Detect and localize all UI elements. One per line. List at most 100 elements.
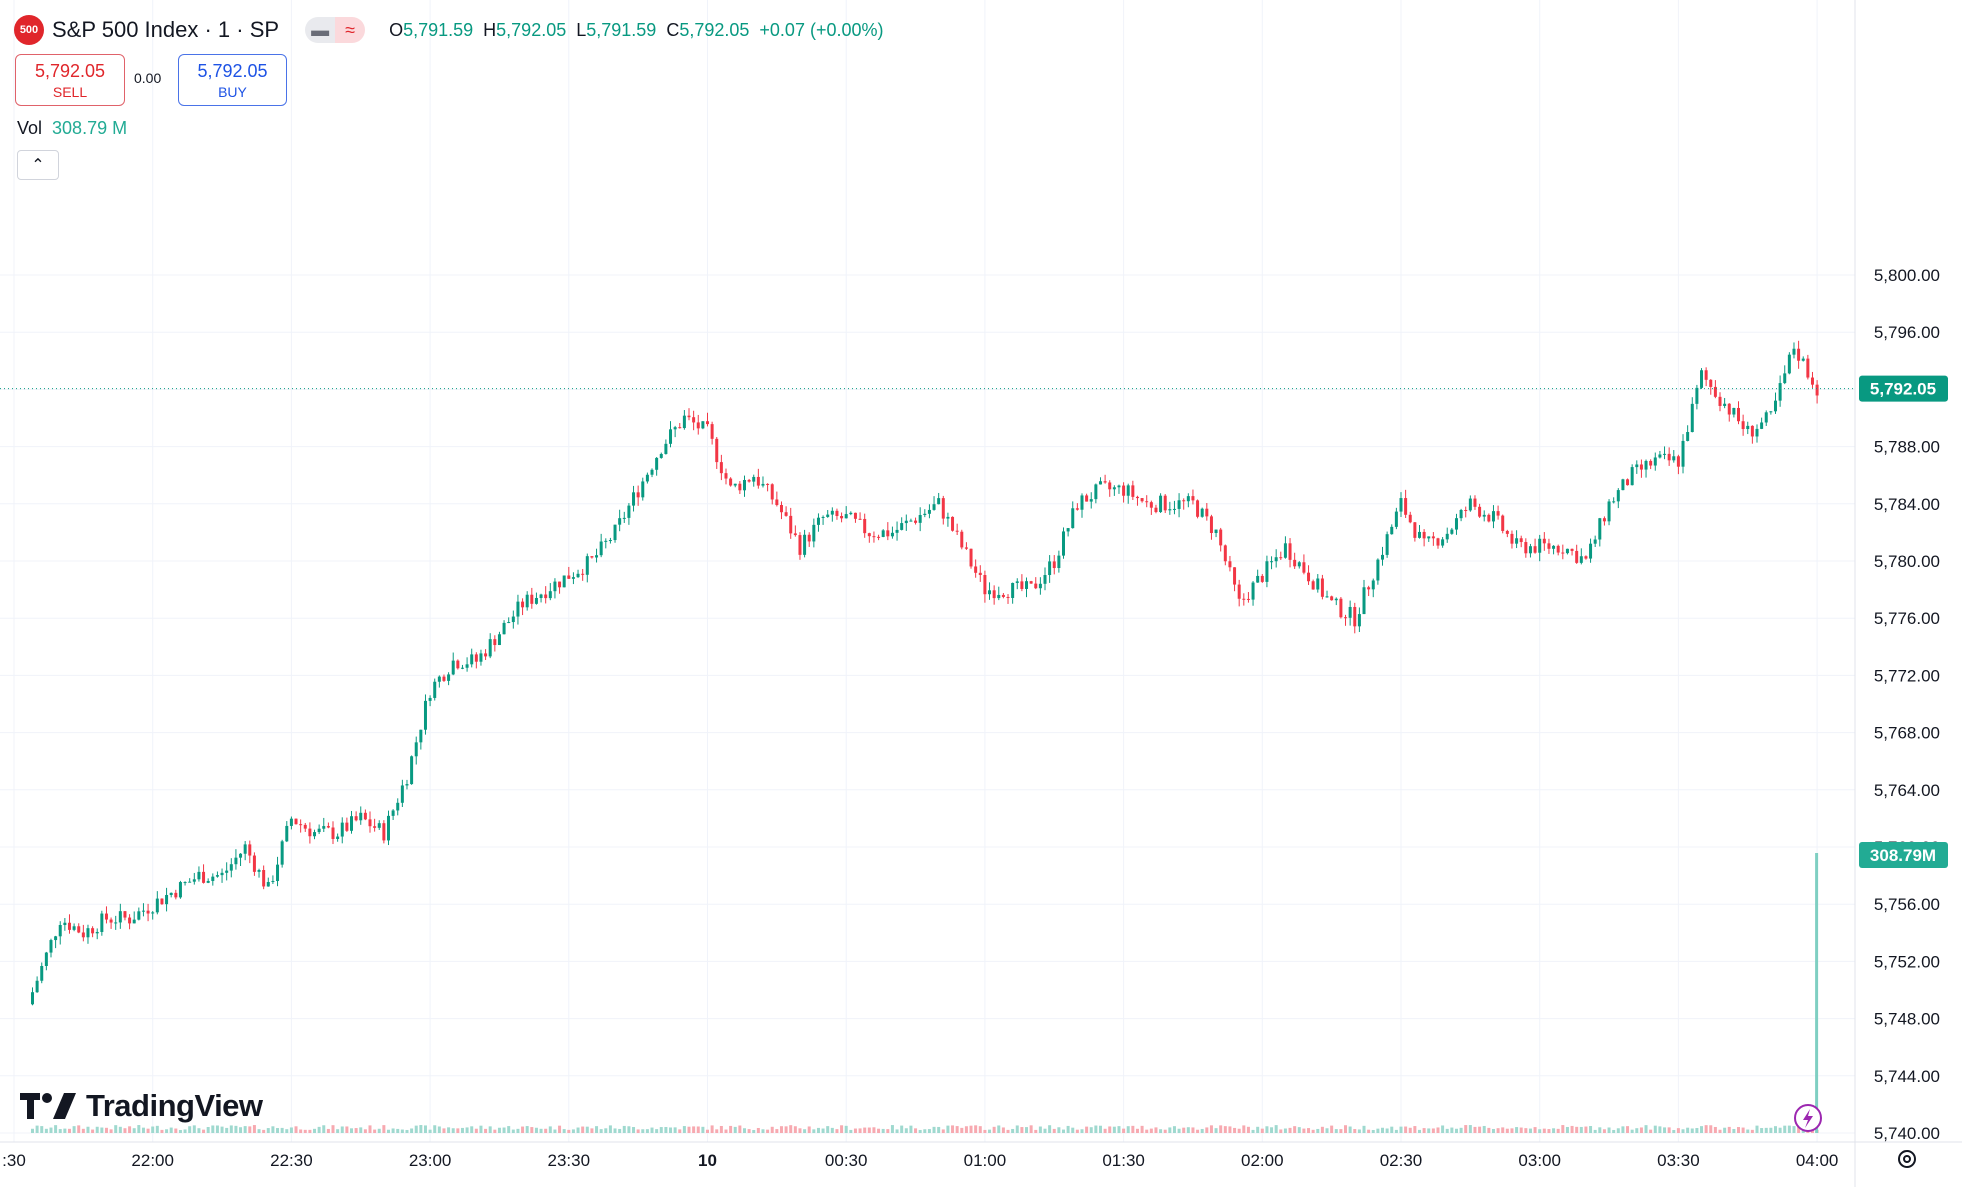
volume-bar [493,1129,497,1133]
candle-body [128,917,132,924]
volume-bar [368,1125,372,1133]
candle-body [650,469,654,475]
candle-body [1344,617,1348,619]
candle-body [1787,354,1791,374]
candle-body [1098,481,1102,485]
candle-body [1011,582,1015,598]
volume-bar [821,1128,825,1133]
candle-body [1427,536,1431,539]
x-tick-label: 01:00 [964,1151,1007,1170]
sell-button[interactable]: 5,792.05 SELL [15,54,125,106]
volume-bar [373,1129,377,1133]
volume-bar [484,1128,488,1133]
candle-body [1182,500,1186,502]
volume-bar [1265,1126,1269,1133]
volume-bar [285,1129,289,1133]
candle-body [678,427,682,429]
volume-bar [530,1127,534,1133]
candle-body [1385,534,1389,555]
candle-body [322,826,326,829]
volume-bar [1723,1127,1727,1133]
candle-body [423,700,427,730]
symbol-title[interactable]: S&P 500 Index · 1 · SP [52,17,280,42]
volume-bar [1205,1127,1209,1133]
settings-gear-icon[interactable] [1898,1150,1916,1168]
candle-body [1159,495,1163,513]
candle-body [775,499,779,506]
candle-body [923,513,927,516]
volume-bar [67,1128,71,1133]
volume-bar [682,1126,686,1133]
candle-body [1718,396,1722,406]
buy-button[interactable]: 5,792.05 BUY [178,54,287,106]
volume-bar [955,1126,959,1133]
candle-body [1131,485,1135,497]
candle-body [904,520,908,524]
volume-bar [1357,1129,1361,1133]
volume-bar [183,1129,187,1133]
y-tick-label: 5,764.00 [1874,781,1940,800]
candle-body [803,534,807,555]
volume-bar [44,1128,48,1133]
volume-bar [229,1125,233,1133]
candle-body [932,504,936,510]
candle-body [1746,425,1750,430]
candle-body [1431,536,1435,539]
candle-body [793,533,797,536]
volume-bar [1797,1125,1801,1133]
volume-bar [798,1128,802,1133]
candle-body [853,512,857,519]
approx-icon[interactable]: ≈ [335,17,366,43]
candle-body [826,514,830,517]
volume-bar [1043,1128,1047,1133]
candle-body [363,812,367,820]
candle-body [715,438,719,463]
volume-bar [1293,1126,1297,1133]
candle-body [673,427,677,430]
candle-body [155,898,159,913]
candle-body [192,879,196,882]
volume-bar [710,1125,714,1133]
candle-body [1797,348,1801,361]
volume-bar [1552,1128,1556,1133]
candle-body [410,756,414,785]
volume-bar [867,1127,871,1133]
volume-bar [423,1125,427,1133]
x-tick-label: 01:30 [1102,1151,1145,1170]
volume-bar [1473,1126,1477,1133]
volume-bar [225,1127,229,1133]
volume-bar [881,1128,885,1133]
volume-bar [941,1129,945,1133]
chevron-up-icon[interactable]: ⌃ [17,150,59,180]
volume-bar [678,1129,682,1133]
volume-bar [1602,1129,1606,1133]
candle-body [507,622,511,624]
candle-body [257,870,261,872]
candle-body [1149,502,1153,508]
volume-bar [1686,1127,1690,1133]
candle-body [710,424,714,439]
candle-body [1552,545,1556,549]
volume-bar [585,1126,589,1133]
volume-bar [248,1126,252,1133]
candle-body [761,483,765,486]
volume-bar [1251,1129,1255,1133]
volume-bar [687,1126,691,1133]
volume-bar [1501,1127,1505,1133]
volume-bar [451,1128,455,1133]
time-scale[interactable]: :30 22:00 22:30 23:00 23:30 10 00:30 01:00 01:30… [2,1151,1838,1170]
candle-body [881,530,885,537]
candle-body [1367,587,1371,590]
candle-body [442,676,446,681]
volume-bar [632,1127,636,1133]
candle-body [840,515,844,519]
volume-bar [539,1128,543,1133]
lightning-icon[interactable] [1794,1104,1822,1132]
minus-icon[interactable]: ▬ [305,17,336,43]
volume-bar [433,1125,437,1133]
volume-bar [1196,1129,1200,1133]
volume-bar [636,1129,640,1133]
x-tick-label: 10 [698,1151,717,1170]
candle-body [428,697,432,701]
